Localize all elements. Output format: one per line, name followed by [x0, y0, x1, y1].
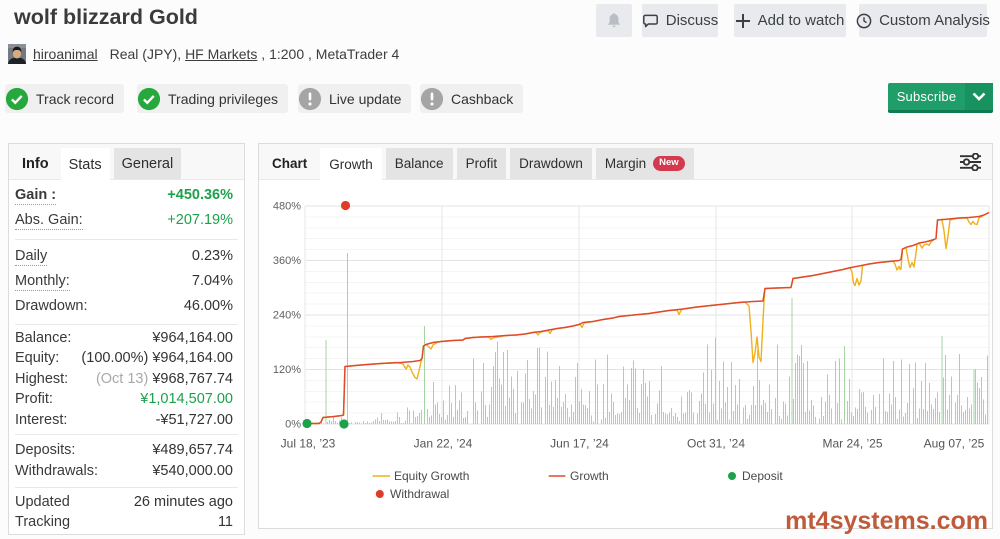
svg-text:Jan 22, ’24: Jan 22, ’24	[414, 437, 473, 451]
svg-text:480%: 480%	[273, 201, 301, 213]
svg-text:Growth: Growth	[570, 469, 609, 483]
svg-text:120%: 120%	[273, 364, 301, 376]
svg-text:Oct 31, ’24: Oct 31, ’24	[687, 437, 745, 451]
svg-text:Aug 07, ’25: Aug 07, ’25	[924, 437, 985, 451]
svg-text:Equity Growth: Equity Growth	[394, 469, 469, 483]
svg-text:360%: 360%	[273, 255, 301, 267]
svg-text:Jul 18, ’23: Jul 18, ’23	[281, 437, 336, 451]
svg-text:Withdrawal: Withdrawal	[390, 487, 449, 501]
svg-text:240%: 240%	[273, 310, 301, 322]
svg-text:Mar 24, ’25: Mar 24, ’25	[822, 437, 882, 451]
svg-text:Deposit: Deposit	[742, 469, 783, 483]
svg-text:0%: 0%	[285, 419, 301, 431]
svg-text:Jun 17, ’24: Jun 17, ’24	[550, 437, 609, 451]
